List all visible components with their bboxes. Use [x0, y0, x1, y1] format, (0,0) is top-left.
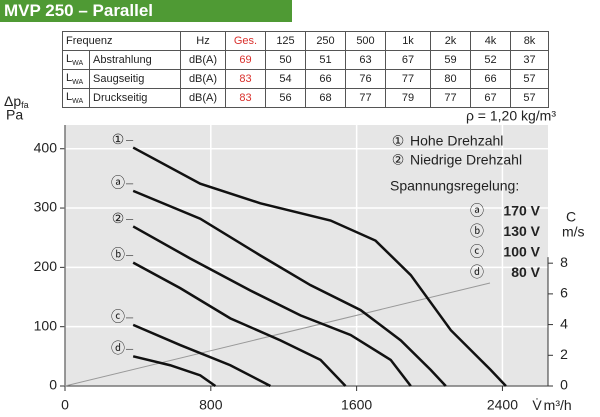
y-tick-label: 300: [34, 199, 58, 215]
curve-marker: ⓓ: [111, 340, 125, 356]
x-label: V̇ m³/h: [532, 397, 571, 413]
symbol: L: [66, 90, 73, 103]
symbol-subscript: WA: [72, 79, 84, 87]
row-label: Druckseitig: [89, 88, 181, 108]
legend-label: Hohe Drehzahl: [410, 133, 503, 149]
y-tick-label: 200: [34, 258, 58, 274]
legend-label: 100 V: [503, 244, 540, 260]
legend-marker: ⓑ: [470, 223, 484, 239]
y-tick-label: 0: [49, 377, 57, 393]
quantity-symbol: LWA: [62, 50, 90, 70]
y-tick-label: 100: [34, 317, 58, 333]
legend-marker: ①: [392, 133, 405, 149]
table-value: 57: [510, 69, 549, 89]
y-label-sub: fa: [21, 100, 29, 110]
y-tick-label: 400: [34, 139, 58, 155]
x-unit: m³/h: [544, 397, 572, 413]
y2-tick-label: 4: [560, 315, 568, 331]
y2-tick-label: 8: [560, 254, 568, 270]
plot-area: [65, 125, 548, 386]
legend-marker: ⓐ: [470, 203, 484, 219]
table-row: LWA Abstrahlung dB(A) 69 50 51 63 67 59 52 37: [62, 50, 549, 70]
curve: [132, 189, 447, 387]
y2-tick-label: 6: [560, 285, 568, 301]
y-unit: Pa: [6, 107, 23, 123]
x-tick-label: 1600: [341, 397, 372, 413]
y2-unit: m/s: [562, 224, 585, 240]
table-value: 83: [225, 88, 266, 108]
table-value: 67: [470, 88, 511, 108]
symbol-subscript: WA: [72, 98, 84, 106]
curve: [132, 323, 271, 388]
legend-marker: ⓒ: [470, 244, 484, 260]
curve-marker: ⓒ: [111, 309, 125, 325]
table-row: LWA Druckseitig dB(A) 83 56 68 77 79 77 67 57: [62, 88, 549, 108]
title: MVP 250 – Parallel: [0, 0, 292, 22]
system-line: [64, 282, 491, 387]
x-tick-label: 2400: [487, 397, 518, 413]
curve-marker: ⓐ: [111, 175, 125, 191]
table-value: 37: [510, 50, 549, 70]
table-row: LWA Saugseitig dB(A) 83 54 66 76 77 80 66 57: [62, 69, 549, 89]
legend-label: 130 V: [503, 223, 540, 239]
table-value: 56: [265, 88, 306, 108]
table-value: 80: [430, 69, 471, 89]
y2-label: C: [566, 209, 576, 225]
annotation: ρ = 1,20 kg/m³: [466, 108, 556, 124]
curve-marker: ⓑ: [111, 246, 125, 262]
y-label: Δpfa: [4, 93, 29, 111]
x-tick-label: 0: [61, 397, 69, 413]
legend-title: Spannungsregelung:: [390, 178, 519, 194]
legend-label: 170 V: [503, 203, 540, 219]
curve: [132, 225, 412, 387]
x-tick-label: 800: [199, 397, 223, 413]
y2-tick-label: 0: [560, 377, 568, 393]
legend-marker: ⓓ: [470, 264, 484, 280]
symbol: L: [66, 52, 73, 65]
y2-tick-label: 2: [560, 346, 568, 362]
symbol: L: [66, 71, 73, 84]
row-unit: dB(A): [180, 88, 226, 108]
table-value: 66: [305, 69, 346, 89]
table-value: 57: [510, 88, 549, 108]
legend-label: Niedrige Drehzahl: [410, 152, 522, 168]
curve-marker: ①: [112, 131, 125, 147]
legend-marker: ②: [392, 152, 405, 168]
y-label-main: Δp: [4, 93, 21, 109]
noise-table: Frequenz Hz Ges. 125 250 500 1k 2k 4k 8k LWA Abstra…: [62, 31, 549, 108]
curve: [132, 355, 217, 388]
table-body: Frequenz Hz Ges. 125 250 500 1k 2k 4k 8k LWA Abstra…: [62, 31, 549, 108]
legend-label: 80 V: [511, 264, 540, 280]
table-value: 51: [305, 50, 346, 70]
curve: [132, 146, 507, 387]
curve-marker: ②: [112, 210, 125, 226]
x-label-main: V̇: [532, 397, 542, 413]
row-label: Saugseitig: [89, 69, 181, 89]
symbol-subscript: WA: [72, 60, 84, 68]
curve: [132, 261, 347, 387]
